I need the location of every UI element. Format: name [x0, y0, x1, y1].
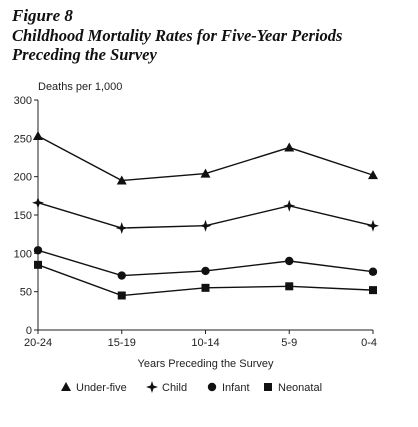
legend-label-infant: Infant	[222, 382, 250, 394]
legend-label-neonatal: Neonatal	[278, 382, 322, 394]
x-tick-label: 5-9	[281, 337, 297, 349]
y-tick-label: 150	[14, 210, 32, 222]
data-point-child	[115, 222, 128, 235]
y-tick-label: 100	[14, 248, 32, 260]
data-point-neonatal	[285, 282, 294, 291]
figure-label: Figure 8	[12, 6, 73, 25]
y-tick-label: 250	[14, 133, 32, 145]
data-point-child	[32, 196, 44, 209]
data-point-under-five	[284, 142, 295, 152]
data-point-child	[283, 199, 296, 212]
x-tick-label: 10-14	[191, 337, 219, 349]
data-point-under-five	[116, 175, 127, 185]
y-tick-label: 0	[26, 325, 32, 337]
x-tick-label: 20-24	[24, 337, 52, 349]
legend-marker-child	[146, 381, 158, 393]
data-point-infant	[201, 266, 210, 276]
data-point-child	[367, 219, 379, 232]
data-point-infant	[285, 256, 294, 266]
data-point-child	[199, 219, 212, 232]
legend-marker-infant	[207, 382, 217, 392]
data-point-under-five	[368, 170, 378, 180]
figure-title: Childhood Mortality Rates for Five-Year …	[12, 26, 343, 64]
data-point-infant	[117, 271, 126, 280]
y-tick-label: 50	[20, 287, 32, 299]
x-tick-label: 15-19	[108, 337, 136, 349]
data-point-infant	[33, 246, 43, 255]
legend-marker-under-five	[61, 382, 71, 391]
y-axis-label: Deaths per 1,000	[38, 81, 122, 93]
y-tick-label: 300	[14, 95, 32, 107]
legend: Under-five Child Infant Neonatal	[61, 381, 322, 394]
data-point-under-five	[33, 131, 43, 141]
data-point-neonatal	[34, 260, 42, 269]
data-point-neonatal	[201, 283, 210, 292]
data-point-infant	[368, 267, 378, 276]
legend-label-child: Child	[162, 382, 187, 394]
data-point-neonatal	[369, 286, 377, 295]
legend-label-under-five: Under-five	[76, 382, 127, 394]
x-tick-label: 0-4	[361, 337, 377, 349]
legend-marker-neonatal	[264, 383, 272, 391]
data-point-under-five	[200, 168, 211, 178]
data-point-neonatal	[117, 291, 126, 300]
x-axis-label: Years Preceding the Survey	[138, 358, 274, 370]
y-tick-label: 200	[14, 172, 32, 184]
series-lines	[32, 131, 379, 300]
